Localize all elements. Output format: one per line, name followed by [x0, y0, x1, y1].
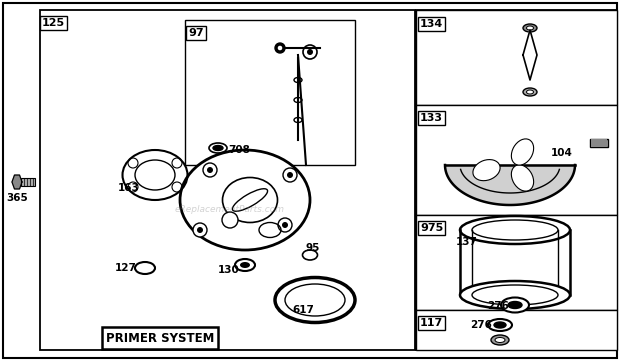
Bar	[416, 215, 617, 310]
Ellipse shape	[285, 284, 345, 316]
Polygon shape	[12, 175, 22, 189]
Circle shape	[282, 222, 288, 228]
Bar	[416, 310, 617, 350]
Bar	[416, 10, 617, 105]
Ellipse shape	[460, 216, 570, 244]
Text: 104: 104	[551, 148, 573, 158]
Circle shape	[307, 49, 313, 55]
Ellipse shape	[180, 150, 310, 250]
Ellipse shape	[213, 145, 223, 151]
Ellipse shape	[460, 281, 570, 309]
Ellipse shape	[491, 335, 509, 345]
Text: 134: 134	[420, 19, 443, 29]
Text: 130: 130	[218, 265, 240, 275]
Text: 97: 97	[188, 28, 203, 38]
Circle shape	[197, 227, 203, 233]
Text: 276: 276	[487, 301, 509, 311]
Circle shape	[287, 172, 293, 178]
Circle shape	[283, 168, 297, 182]
Ellipse shape	[512, 139, 534, 165]
Circle shape	[222, 212, 238, 228]
Ellipse shape	[523, 24, 537, 32]
Text: 276: 276	[470, 320, 492, 330]
Circle shape	[277, 45, 283, 51]
Text: 95: 95	[305, 243, 319, 253]
Text: 975: 975	[420, 223, 443, 233]
Text: PRIMER SYSTEM: PRIMER SYSTEM	[106, 331, 214, 344]
Text: 365: 365	[6, 193, 28, 203]
Polygon shape	[523, 30, 537, 80]
Ellipse shape	[523, 88, 537, 96]
Text: 137: 137	[456, 237, 478, 247]
Polygon shape	[445, 165, 575, 205]
Bar	[40, 10, 415, 350]
Circle shape	[275, 43, 285, 53]
Text: 163: 163	[118, 183, 140, 193]
Circle shape	[193, 223, 207, 237]
Circle shape	[203, 163, 217, 177]
Ellipse shape	[488, 319, 512, 331]
Ellipse shape	[508, 301, 522, 309]
Bar	[591, 139, 607, 147]
Text: 617: 617	[292, 305, 314, 315]
Ellipse shape	[526, 90, 533, 94]
Bar	[416, 105, 617, 215]
Text: 708: 708	[228, 145, 250, 155]
Circle shape	[207, 167, 213, 173]
Ellipse shape	[240, 262, 250, 268]
Text: 117: 117	[420, 318, 443, 328]
Ellipse shape	[494, 322, 506, 328]
Ellipse shape	[526, 26, 533, 30]
Ellipse shape	[512, 165, 534, 191]
Ellipse shape	[473, 160, 500, 180]
Ellipse shape	[501, 297, 529, 313]
Text: 125: 125	[42, 18, 65, 28]
Bar	[185, 20, 355, 165]
Text: 127: 127	[115, 263, 137, 273]
Text: eReplacementParts.com: eReplacementParts.com	[175, 205, 285, 214]
Bar	[416, 10, 617, 350]
Ellipse shape	[495, 338, 505, 343]
Bar	[21, 178, 35, 186]
Circle shape	[278, 218, 292, 232]
Text: 133: 133	[420, 113, 443, 123]
Bar	[590, 139, 608, 147]
